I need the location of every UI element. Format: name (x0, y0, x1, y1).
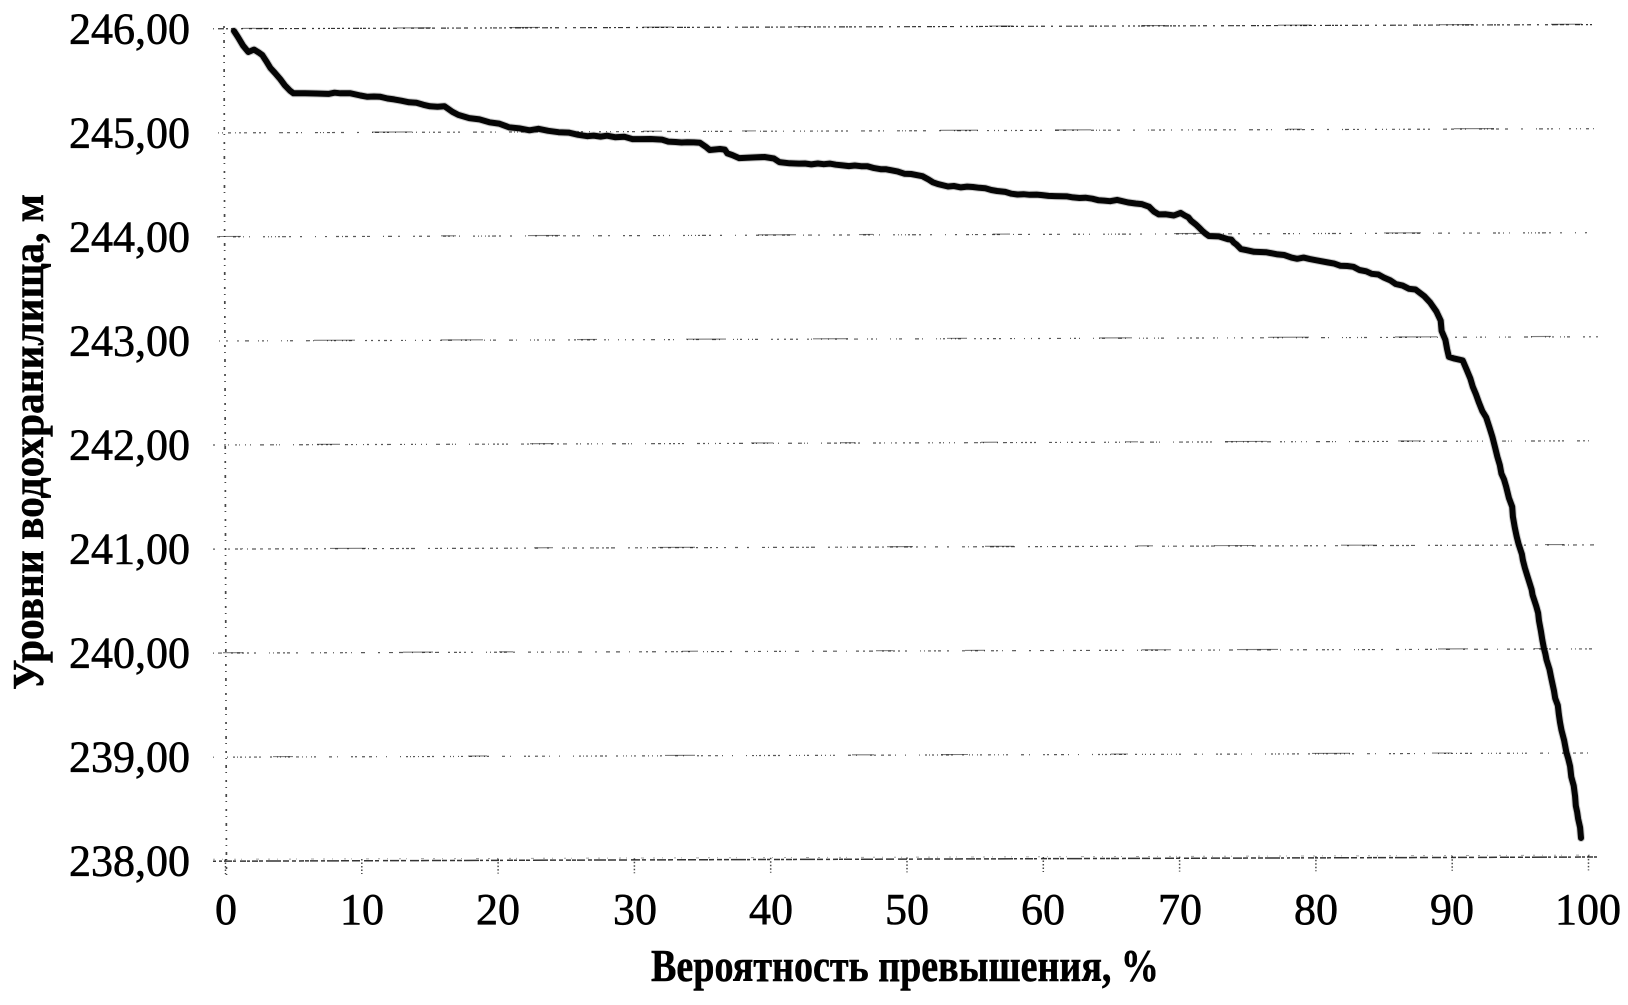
svg-text:100: 100 (1555, 885, 1621, 934)
svg-text:Вероятность превышения, %: Вероятность превышения, % (651, 941, 1159, 991)
svg-text:244,00: 244,00 (69, 212, 190, 261)
svg-text:246,00: 246,00 (69, 4, 190, 53)
svg-text:40: 40 (749, 885, 793, 934)
svg-text:240,00: 240,00 (69, 629, 190, 678)
svg-text:80: 80 (1294, 885, 1338, 934)
svg-text:243,00: 243,00 (69, 317, 190, 366)
svg-text:50: 50 (885, 885, 929, 934)
svg-text:0: 0 (215, 885, 237, 934)
svg-text:241,00: 241,00 (69, 525, 190, 574)
svg-text:239,00: 239,00 (69, 733, 190, 782)
svg-text:Уровни водохранилища, м: Уровни водохранилища, м (4, 194, 53, 690)
svg-text:20: 20 (476, 885, 520, 934)
svg-text:245,00: 245,00 (69, 108, 190, 157)
svg-text:10: 10 (340, 885, 384, 934)
svg-text:30: 30 (613, 885, 657, 934)
svg-text:242,00: 242,00 (69, 421, 190, 470)
svg-text:70: 70 (1158, 885, 1202, 934)
svg-text:238,00: 238,00 (69, 837, 190, 886)
svg-text:60: 60 (1021, 885, 1065, 934)
svg-text:90: 90 (1430, 885, 1474, 934)
